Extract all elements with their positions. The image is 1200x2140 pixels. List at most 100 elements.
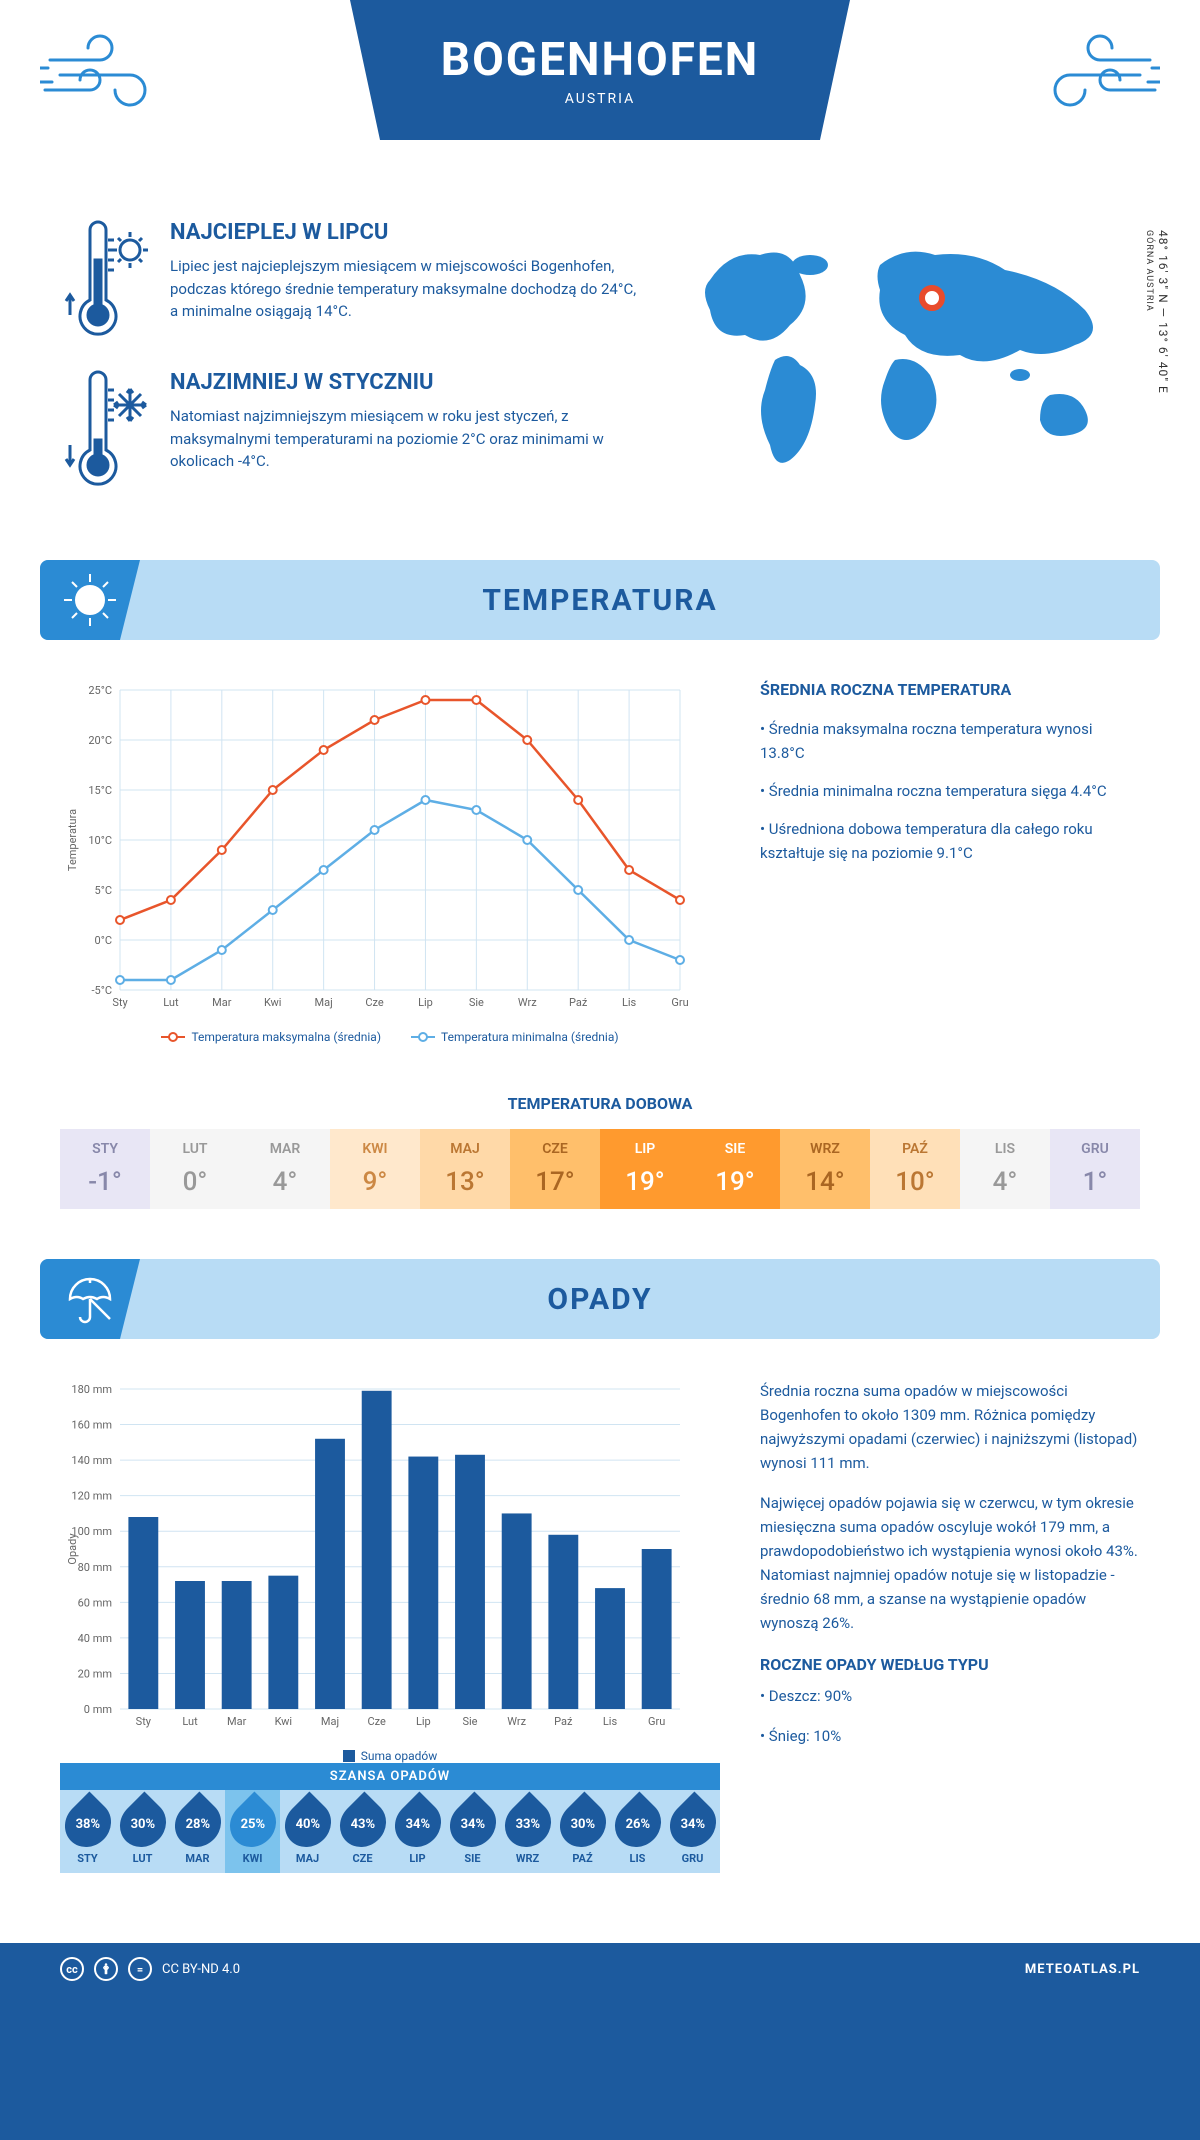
chance-cell: 26% LIS: [610, 1790, 665, 1873]
svg-text:Lut: Lut: [163, 996, 179, 1009]
svg-text:Cze: Cze: [365, 996, 384, 1009]
daily-temp-title: TEMPERATURA DOBOWA: [0, 1094, 1200, 1113]
cc-icon: cc: [60, 1957, 84, 1981]
svg-text:10°C: 10°C: [88, 834, 112, 847]
coldest-text: Natomiast najzimniejszym miesiącem w rok…: [170, 405, 640, 473]
chance-cell: 30% LUT: [115, 1790, 170, 1873]
license-text: CC BY-ND 4.0: [162, 1962, 240, 1977]
raindrop-icon: 28%: [165, 1791, 230, 1856]
umbrella-icon: [40, 1259, 140, 1339]
city-name: BOGENHOFEN: [441, 33, 760, 87]
svg-text:25°C: 25°C: [88, 684, 112, 697]
nd-icon: =: [128, 1957, 152, 1981]
svg-text:120 mm: 120 mm: [71, 1490, 112, 1503]
svg-text:Gru: Gru: [648, 1715, 665, 1728]
svg-text:Lut: Lut: [182, 1715, 198, 1728]
sun-icon: [40, 560, 140, 640]
title-banner: BOGENHOFEN AUSTRIA: [350, 0, 850, 140]
svg-text:40 mm: 40 mm: [78, 1632, 112, 1645]
svg-text:Mar: Mar: [227, 1715, 247, 1728]
chance-cell: 28% MAR: [170, 1790, 225, 1873]
precipitation-section-header: OPADY: [40, 1259, 1160, 1339]
svg-text:15°C: 15°C: [88, 784, 112, 797]
country-name: AUSTRIA: [565, 91, 635, 107]
header: BOGENHOFEN AUSTRIA: [0, 0, 1200, 200]
svg-text:-5°C: -5°C: [92, 984, 113, 997]
avg-temp-bullet: • Średnia minimalna roczna temperatura s…: [760, 779, 1140, 803]
svg-text:Lis: Lis: [622, 996, 637, 1009]
raindrop-icon: 34%: [440, 1791, 505, 1856]
site-name: METEOATLAS.PL: [1025, 1962, 1140, 1977]
avg-temp-bullet: • Średnia maksymalna roczna temperatura …: [760, 717, 1140, 765]
coldest-title: NAJZIMNIEJ W STYCZNIU: [170, 370, 640, 395]
chance-cell: 43% CZE: [335, 1790, 390, 1873]
svg-text:80 mm: 80 mm: [78, 1561, 112, 1574]
daily-temp-table: STY -1° LUT 0° MAR 4° KWI 9° MAJ 13° CZE…: [60, 1129, 1140, 1209]
svg-text:Lip: Lip: [418, 996, 433, 1009]
precip-paragraph: Średnia roczna suma opadów w miejscowośc…: [760, 1379, 1140, 1475]
by-icon: 🛉: [94, 1957, 118, 1981]
svg-text:Maj: Maj: [315, 996, 333, 1009]
raindrop-icon: 40%: [275, 1791, 340, 1856]
raindrop-icon: 26%: [605, 1791, 670, 1856]
svg-text:Gru: Gru: [671, 996, 688, 1009]
wind-icon: [1020, 30, 1160, 120]
precip-type-item: • Deszcz: 90%: [760, 1684, 1140, 1708]
chance-cell: 33% WRZ: [500, 1790, 555, 1873]
avg-temp-bullet: • Uśredniona dobowa temperatura dla całe…: [760, 817, 1140, 865]
chance-cell: 30% PAŹ: [555, 1790, 610, 1873]
precip-type-title: ROCZNE OPADY WEDŁUG TYPU: [760, 1655, 1140, 1674]
daily-cell: WRZ 14°: [780, 1129, 870, 1209]
svg-text:Kwi: Kwi: [264, 996, 282, 1009]
hottest-title: NAJCIEPLEJ W LIPCU: [170, 220, 640, 245]
svg-text:Opady: Opady: [66, 1533, 79, 1565]
coldest-block: NAJZIMNIEJ W STYCZNIU Natomiast najzimni…: [60, 370, 640, 490]
daily-cell: LUT 0°: [150, 1129, 240, 1209]
daily-cell: MAR 4°: [240, 1129, 330, 1209]
svg-text:Lip: Lip: [416, 1715, 431, 1728]
svg-text:Sty: Sty: [112, 996, 128, 1009]
daily-cell: CZE 17°: [510, 1129, 600, 1209]
daily-cell: GRU 1°: [1050, 1129, 1140, 1209]
precipitation-chance: SZANSA OPADÓW 38% STY 30% LUT 28% MAR 25…: [60, 1763, 720, 1873]
chance-cell: 34% LIP: [390, 1790, 445, 1873]
precip-chart-legend: Suma opadów: [60, 1749, 720, 1763]
svg-text:Temperatura: Temperatura: [66, 809, 79, 871]
raindrop-icon: 25%: [220, 1791, 285, 1856]
precipitation-title: OPADY: [547, 1282, 652, 1317]
svg-text:160 mm: 160 mm: [71, 1419, 112, 1432]
svg-text:5°C: 5°C: [95, 884, 112, 897]
location-marker: [922, 288, 942, 308]
precip-type-item: • Śnieg: 10%: [760, 1724, 1140, 1748]
precip-paragraph: Najwięcej opadów pojawia się w czerwcu, …: [760, 1491, 1140, 1635]
chance-cell: 38% STY: [60, 1790, 115, 1873]
svg-text:Maj: Maj: [321, 1715, 339, 1728]
chance-cell: 25% KWI: [225, 1790, 280, 1873]
avg-temp-title: ŚREDNIA ROCZNA TEMPERATURA: [760, 680, 1140, 699]
temp-chart-legend: Temperatura maksymalna (średnia) Tempera…: [60, 1030, 720, 1044]
temperature-section-header: TEMPERATURA: [40, 560, 1160, 640]
avg-temp-text: ŚREDNIA ROCZNA TEMPERATURA • Średnia mak…: [760, 680, 1140, 1044]
svg-text:Lis: Lis: [603, 1715, 618, 1728]
svg-text:Wrz: Wrz: [518, 996, 537, 1009]
hottest-block: NAJCIEPLEJ W LIPCU Lipiec jest najcieple…: [60, 220, 640, 340]
svg-text:60 mm: 60 mm: [78, 1596, 112, 1609]
coordinates: 48° 16' 3" N — 13° 6' 40" E GÓRNA AUSTRI…: [1142, 230, 1170, 394]
footer: cc 🛉 = CC BY-ND 4.0 METEOATLAS.PL: [0, 1943, 1200, 1995]
chance-cell: 40% MAJ: [280, 1790, 335, 1873]
svg-text:Cze: Cze: [367, 1715, 386, 1728]
svg-text:0°C: 0°C: [95, 934, 112, 947]
svg-text:140 mm: 140 mm: [71, 1454, 112, 1467]
info-section: NAJCIEPLEJ W LIPCU Lipiec jest najcieple…: [0, 200, 1200, 560]
svg-text:180 mm: 180 mm: [71, 1383, 112, 1396]
svg-text:Kwi: Kwi: [275, 1715, 293, 1728]
daily-cell: PAŹ 10°: [870, 1129, 960, 1209]
daily-cell: SIE 19°: [690, 1129, 780, 1209]
thermometer-cold-icon: [60, 370, 150, 490]
svg-text:0 mm: 0 mm: [84, 1703, 112, 1716]
raindrop-icon: 30%: [550, 1791, 615, 1856]
chance-cell: 34% SIE: [445, 1790, 500, 1873]
svg-text:Mar: Mar: [212, 996, 232, 1009]
svg-text:Sie: Sie: [469, 996, 484, 1009]
temperature-title: TEMPERATURA: [482, 583, 717, 618]
